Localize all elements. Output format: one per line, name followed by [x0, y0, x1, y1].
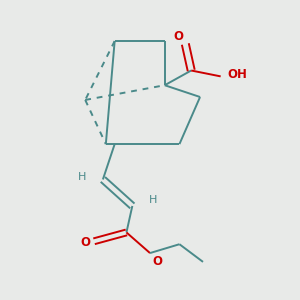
- Text: O: O: [152, 255, 162, 268]
- Text: O: O: [173, 30, 183, 43]
- Text: H: H: [149, 195, 157, 205]
- Text: OH: OH: [227, 68, 247, 81]
- Text: H: H: [78, 172, 86, 182]
- Text: O: O: [81, 236, 91, 249]
